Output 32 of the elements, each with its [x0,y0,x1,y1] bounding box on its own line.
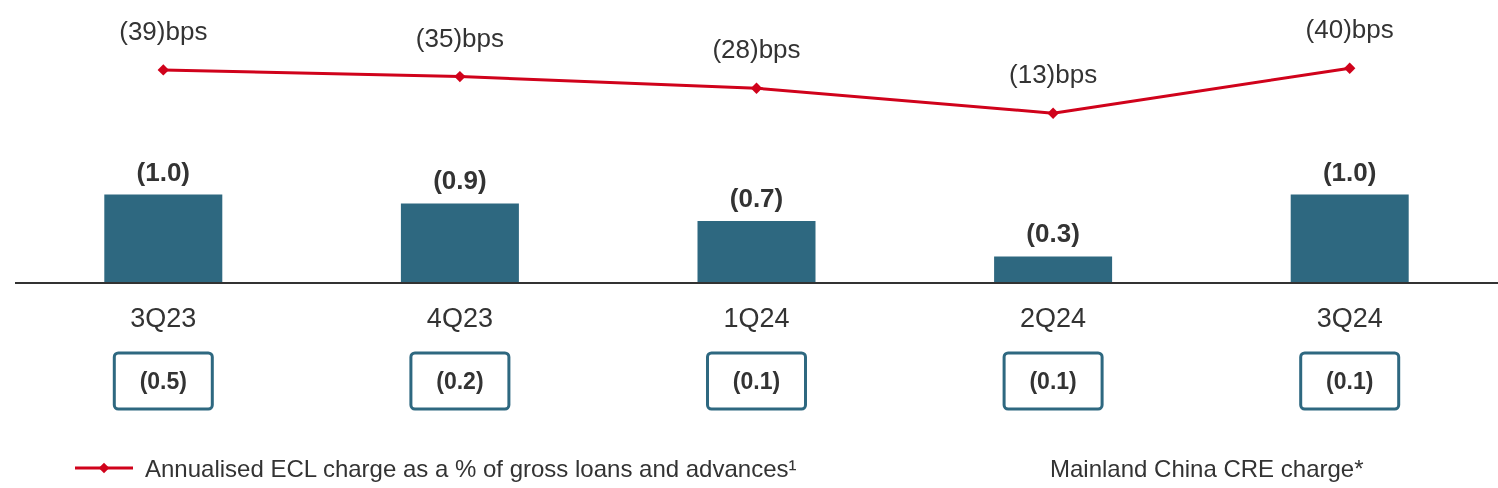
data-label: (0.7) [729,183,784,214]
bar [104,194,223,283]
point [1047,107,1059,119]
data-label: (0.9) [433,165,487,196]
data-label: (13)bps [1009,59,1098,90]
text: Mainland China CRE charge* [1050,455,1364,482]
data-label: (1.0) [136,156,191,187]
bar [994,256,1113,283]
data-label: (39)bps [119,15,208,46]
data-label: (40)bps [1305,14,1394,45]
x-tick-label: 2Q24 [1020,303,1087,333]
point [1344,62,1356,74]
data-label: (28)bps [712,34,801,65]
data-label: (35)bps [415,22,504,53]
x-tick-label: 1Q24 [723,303,790,333]
point [157,64,169,76]
legend-label: Annualised ECL charge as a % of gross loans and advances¹ [145,455,797,482]
x-tick-label: 3Q24 [1316,303,1383,333]
bar [697,221,816,283]
text: (0.1) [1326,368,1374,394]
point [454,70,466,83]
point [750,82,763,94]
text: (0.2) [436,368,484,394]
text: (0.1) [732,368,781,394]
bar [400,203,519,283]
x-tick-label: 4Q23 [426,303,493,333]
bar [1290,194,1409,283]
data-label: (1.0) [1322,156,1377,187]
x-tick-label: 3Q23 [130,303,197,333]
data-label: (0.3) [1026,218,1080,249]
text: (0.1) [1029,368,1077,394]
text: (0.5) [139,368,187,394]
